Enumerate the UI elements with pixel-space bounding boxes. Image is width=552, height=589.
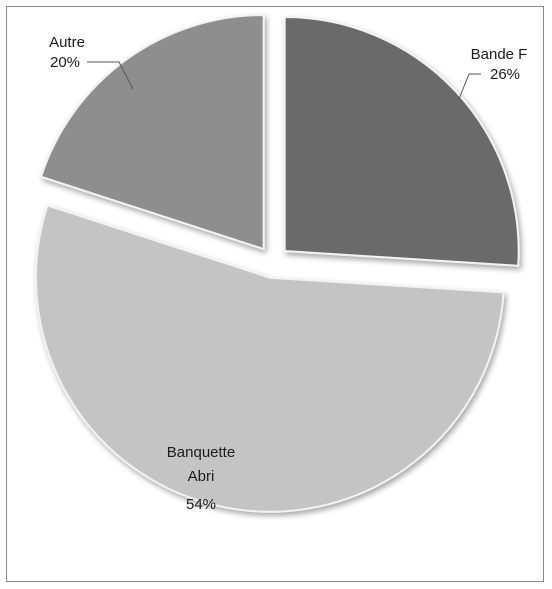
pie-chart: Autre 20% Bande F 26% Banquette Abri 54% (35, 14, 527, 513)
label-banquette-line2: Abri (188, 468, 215, 485)
pie-slice-autre (39, 14, 265, 251)
pie-slices (35, 14, 520, 513)
pie-labels: Autre 20% Bande F 26% Banquette Abri 54% (49, 34, 527, 513)
pie-slice-bande-f (283, 16, 520, 267)
pie-slice-banquette-abri (35, 204, 505, 513)
label-autre-percent: 20% (50, 54, 80, 71)
chart-frame: Autre 20% Bande F 26% Banquette Abri 54% (6, 6, 544, 582)
leader-line-autre (87, 61, 134, 90)
label-bande-f-name: Bande F (471, 46, 528, 63)
leader-line-bande-f (458, 73, 481, 100)
label-bande-f-percent: 26% (490, 66, 520, 83)
label-banquette-percent: 54% (186, 496, 216, 513)
label-banquette-line1: Banquette (167, 444, 235, 461)
label-autre-name: Autre (49, 34, 85, 51)
